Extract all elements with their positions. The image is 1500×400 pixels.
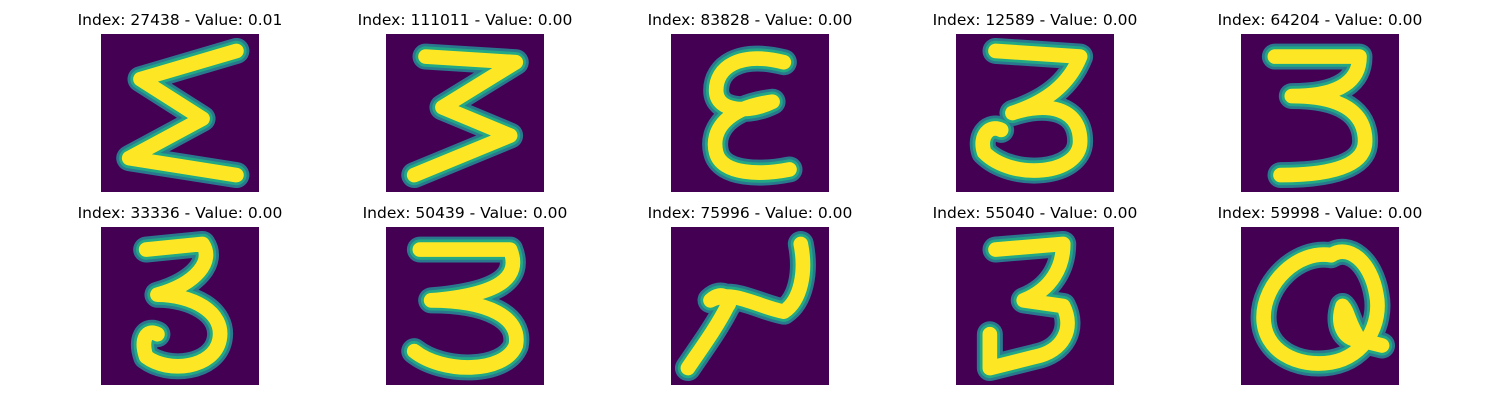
image-panel: Index: 59998 - Value: 0.00 [1170,193,1470,385]
panel-title: Index: 33336 - Value: 0.00 [77,204,283,222]
digit-image [956,227,1114,385]
digit-image [101,227,259,385]
image-panel: Index: 33336 - Value: 0.00 [30,193,330,385]
panel-title: Index: 27438 - Value: 0.01 [77,11,283,29]
digit-image [386,227,544,385]
image-panel: Index: 75996 - Value: 0.00 [600,193,900,385]
panel-title: Index: 75996 - Value: 0.00 [647,204,853,222]
panel-title: Index: 55040 - Value: 0.00 [932,204,1138,222]
panel-title: Index: 111011 - Value: 0.00 [357,11,573,29]
image-panel: Index: 55040 - Value: 0.00 [885,193,1185,385]
panel-title: Index: 59998 - Value: 0.00 [1217,204,1423,222]
image-panel: Index: 64204 - Value: 0.00 [1170,0,1470,192]
digit-image [956,34,1114,192]
digit-image [1241,34,1399,192]
panel-title: Index: 83828 - Value: 0.00 [647,11,853,29]
digit-image [671,34,829,192]
image-panel: Index: 83828 - Value: 0.00 [600,0,900,192]
digit-image [671,227,829,385]
digit-image [1241,227,1399,385]
digit-image [101,34,259,192]
image-panel: Index: 27438 - Value: 0.01 [30,0,330,192]
panel-title: Index: 50439 - Value: 0.00 [362,204,568,222]
image-panel: Index: 111011 - Value: 0.00 [315,0,615,192]
digit-image [386,34,544,192]
image-panel: Index: 12589 - Value: 0.00 [885,0,1185,192]
panel-title: Index: 64204 - Value: 0.00 [1217,11,1423,29]
panel-title: Index: 12589 - Value: 0.00 [932,11,1138,29]
image-panel: Index: 50439 - Value: 0.00 [315,193,615,385]
